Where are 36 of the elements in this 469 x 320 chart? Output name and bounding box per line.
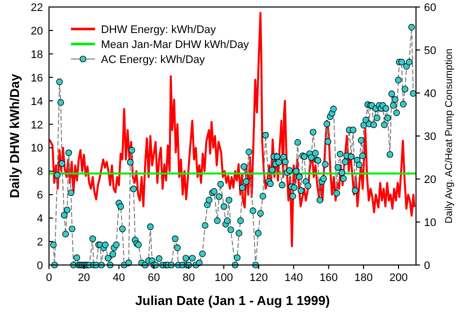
y2-tick-label: 60	[424, 2, 436, 14]
y-tick-label: 18	[30, 48, 43, 61]
x-tick-label: 100	[214, 272, 233, 284]
y2-tick-label: 0	[424, 260, 430, 272]
y2-tick-label: 40	[424, 88, 436, 100]
x-tick-label: 200	[389, 272, 408, 284]
y-tick-label: 20	[30, 25, 43, 38]
y-tick-label: 14	[30, 96, 43, 108]
y-tick-label: 12	[30, 119, 43, 132]
legend-label: AC Energy: kWh/Day	[101, 54, 206, 66]
y-tick-label: 22	[30, 2, 43, 14]
y-tick-label: 10	[30, 142, 43, 155]
y-tick-label: 8	[36, 166, 43, 178]
x-tick-label: 120	[250, 272, 268, 284]
x-tick-label: 80	[182, 272, 195, 284]
x-axis-title: Julian Date (Jan 1 - Aug 1 1999)	[135, 293, 330, 308]
y-tick-label: 0	[36, 260, 43, 272]
y-tick-label: 4	[36, 213, 43, 226]
y2-tick-label: 20	[424, 174, 436, 186]
y-tick-label: 2	[36, 236, 43, 249]
x-tick-label: 40	[112, 272, 126, 284]
x-tick-label: 20	[78, 272, 90, 284]
y-axis-title: Daily DHW kWh/Day	[7, 73, 22, 198]
legend-label: DHW Energy: kWh/Day	[101, 24, 216, 36]
x-tick-label: 140	[284, 272, 303, 284]
y2-tick-label: 10	[424, 217, 436, 229]
x-tick-label: 160	[319, 272, 338, 284]
y2-tick-label: 30	[424, 131, 436, 143]
legend-label: Mean Jan-Mar DHW kWh/Day	[101, 39, 250, 51]
x-tick-label: 60	[148, 272, 160, 284]
x-tick-label: 0	[46, 272, 52, 284]
y-tick-label: 6	[36, 190, 43, 202]
y2-tick-label: 50	[424, 45, 436, 57]
x-tick-label: 180	[354, 272, 373, 284]
y-tick-label: 16	[30, 72, 43, 84]
y2-axis-title: Daily Avg. AC/Heat Pump Consumption	[444, 48, 455, 224]
